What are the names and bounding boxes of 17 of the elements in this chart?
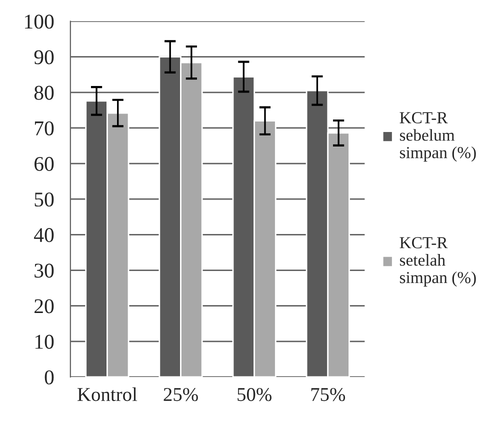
legend-label: KCT-R setelah simpan (%)	[400, 237, 476, 287]
y-tick-label: 100	[25, 14, 54, 29]
y-tick-label: 40	[34, 228, 54, 242]
y-tick-label: 30	[34, 264, 54, 278]
y-tick-label: 0	[44, 370, 54, 384]
x-tick-label: Kontrol	[78, 387, 138, 402]
y-tick-label: 90	[34, 50, 54, 64]
y-tick-label: 20	[34, 299, 54, 314]
x-tick-label: 50%	[238, 388, 272, 402]
x-tick-label: 25%	[164, 388, 198, 402]
x-tick-label: 75%	[311, 388, 346, 402]
y-tick-label: 10	[35, 334, 54, 349]
y-tick-label: 80	[34, 86, 54, 100]
y-tick-label: 70	[34, 121, 54, 136]
legend-label: KCT-R sebelum simpan (%)	[400, 112, 476, 162]
y-tick-label: 60	[34, 156, 54, 171]
y-tick-label: 50	[34, 192, 54, 207]
